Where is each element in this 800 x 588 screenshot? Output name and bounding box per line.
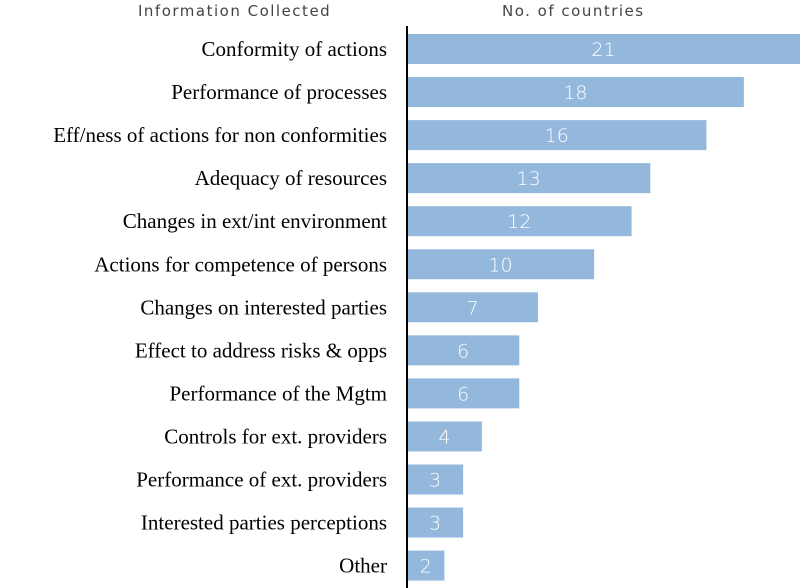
category-label: Actions for competence of persons	[94, 252, 387, 276]
value-label: 3	[429, 513, 441, 535]
bar	[407, 507, 464, 538]
bar	[407, 292, 538, 323]
bars-group	[407, 34, 800, 581]
bar	[407, 120, 707, 151]
value-label: 2	[420, 556, 432, 578]
category-label: Other	[339, 554, 387, 578]
value-label: 10	[488, 254, 512, 276]
category-label: Interested parties perceptions	[141, 511, 387, 535]
bar	[407, 206, 632, 237]
bar	[407, 163, 651, 194]
bar	[407, 335, 520, 366]
bar	[407, 249, 595, 280]
bar	[407, 464, 464, 495]
category-label: Effect to address risks & opps	[135, 338, 387, 362]
bar	[407, 550, 445, 581]
value-column-header: No. of countries	[502, 2, 645, 20]
bar	[407, 34, 800, 64]
category-label: Performance of the Mgtm	[169, 381, 387, 405]
category-label: Changes in ext/int environment	[123, 209, 387, 233]
category-label: Conformity of actions	[202, 37, 387, 61]
category-labels-group: Conformity of actions Performance of proc…	[53, 37, 387, 578]
category-label: Adequacy of resources	[195, 166, 387, 190]
bar	[407, 77, 744, 108]
value-label: 12	[507, 211, 531, 233]
bar	[407, 421, 482, 452]
category-label: Performance of ext. providers	[136, 468, 387, 492]
value-label: 18	[563, 82, 587, 104]
bar	[407, 378, 520, 409]
value-label: 16	[545, 125, 569, 147]
value-label: 21	[591, 39, 615, 61]
value-label: 4	[438, 426, 450, 448]
category-label: Controls for ext. providers	[164, 424, 387, 448]
category-column-header: Information Collected	[138, 2, 332, 20]
value-label: 3	[429, 470, 441, 492]
value-label: 7	[466, 297, 478, 319]
value-label: 6	[457, 383, 469, 405]
category-label: Eff/ness of actions for non conformities	[53, 123, 387, 147]
value-label: 6	[457, 340, 469, 362]
category-label: Changes on interested parties	[140, 295, 387, 319]
category-label: Performance of processes	[171, 80, 387, 104]
value-label: 13	[517, 168, 541, 190]
